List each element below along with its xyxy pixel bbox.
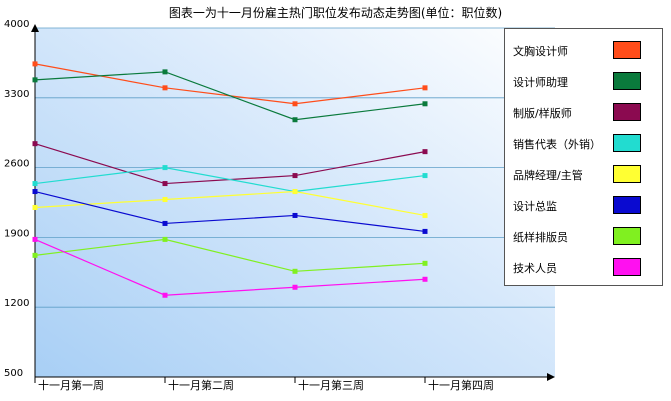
- legend-label: 技术人员: [513, 262, 557, 275]
- data-point: [162, 69, 168, 75]
- legend-item: 制版/样版师: [513, 103, 658, 123]
- legend-label: 纸样排版员: [513, 231, 568, 244]
- y-tick-label: 3300: [4, 89, 29, 100]
- data-point: [162, 292, 168, 298]
- data-point: [292, 268, 298, 274]
- data-point: [162, 220, 168, 226]
- data-point: [292, 284, 298, 290]
- legend-label: 销售代表（外销）: [513, 138, 601, 151]
- legend-item: 文胸设计师: [513, 41, 658, 61]
- series-line: [34, 190, 426, 217]
- data-point: [32, 141, 38, 147]
- data-point: [292, 189, 298, 195]
- y-tick-label: 1200: [4, 298, 29, 309]
- data-point: [162, 165, 168, 171]
- series-line: [34, 190, 426, 233]
- data-point: [422, 260, 428, 266]
- data-point: [32, 204, 38, 210]
- data-point: [422, 228, 428, 234]
- x-tick-label: 十一月第二周: [168, 378, 234, 392]
- legend-swatch: [613, 258, 641, 276]
- data-point: [32, 236, 38, 242]
- legend-item: 设计总监: [513, 196, 658, 216]
- data-point: [292, 212, 298, 218]
- legend-item: 销售代表（外销）: [513, 134, 658, 154]
- legend: 文胸设计师设计师助理制版/样版师销售代表（外销） 品牌经理/主管 设计总监纸样排版员…: [504, 28, 663, 286]
- y-tick-label: 4000: [4, 19, 29, 30]
- legend-swatch: [613, 227, 641, 245]
- legend-item: 纸样排版员: [513, 227, 658, 247]
- data-point: [422, 212, 428, 218]
- legend-item: 品牌经理/主管: [513, 165, 658, 185]
- x-axis-arrow: [547, 373, 555, 381]
- legend-label: 设计师助理: [513, 76, 568, 89]
- data-point: [32, 61, 38, 67]
- data-point: [32, 181, 38, 187]
- series-line: [34, 238, 426, 272]
- legend-swatch: [613, 196, 641, 214]
- x-tick-label: 十一月第三周: [298, 378, 364, 392]
- chart-title: 图表一为十一月份雇主热门职位发布动态走势图(单位：职位数): [168, 6, 503, 20]
- x-tick-label: 十一月第四周: [428, 378, 494, 392]
- y-tick-label: 500: [4, 368, 23, 379]
- data-point: [32, 77, 38, 83]
- y-tick-label: 2600: [4, 159, 29, 170]
- legend-label: 设计总监: [513, 200, 557, 213]
- legend-swatch: [613, 72, 641, 90]
- data-point: [32, 189, 38, 195]
- data-point: [162, 181, 168, 187]
- y-axis-arrow: [31, 24, 39, 32]
- x-tick-label: 十一月第一周: [38, 378, 104, 392]
- legend-swatch: [613, 134, 641, 152]
- series-line: [34, 238, 426, 296]
- legend-label: 制版/样版师: [513, 107, 572, 120]
- series-line: [34, 166, 426, 193]
- legend-swatch: [613, 165, 641, 183]
- data-point: [32, 252, 38, 258]
- data-point: [162, 197, 168, 203]
- legend-swatch: [613, 41, 641, 59]
- data-point: [422, 276, 428, 282]
- data-point: [162, 85, 168, 91]
- legend-swatch: [613, 103, 641, 121]
- data-point: [422, 149, 428, 155]
- legend-label: 文胸设计师: [513, 45, 568, 58]
- legend-item: 设计师助理: [513, 72, 658, 92]
- legend-label: 品牌经理/主管: [513, 169, 583, 182]
- data-point: [292, 117, 298, 123]
- y-tick-label: 1900: [4, 228, 29, 239]
- data-point: [422, 101, 428, 107]
- data-point: [422, 173, 428, 179]
- legend-item: 技术人员: [513, 258, 658, 278]
- data-point: [162, 236, 168, 242]
- data-point: [292, 101, 298, 107]
- data-point: [422, 85, 428, 91]
- series-line: [34, 71, 426, 121]
- data-point: [292, 173, 298, 179]
